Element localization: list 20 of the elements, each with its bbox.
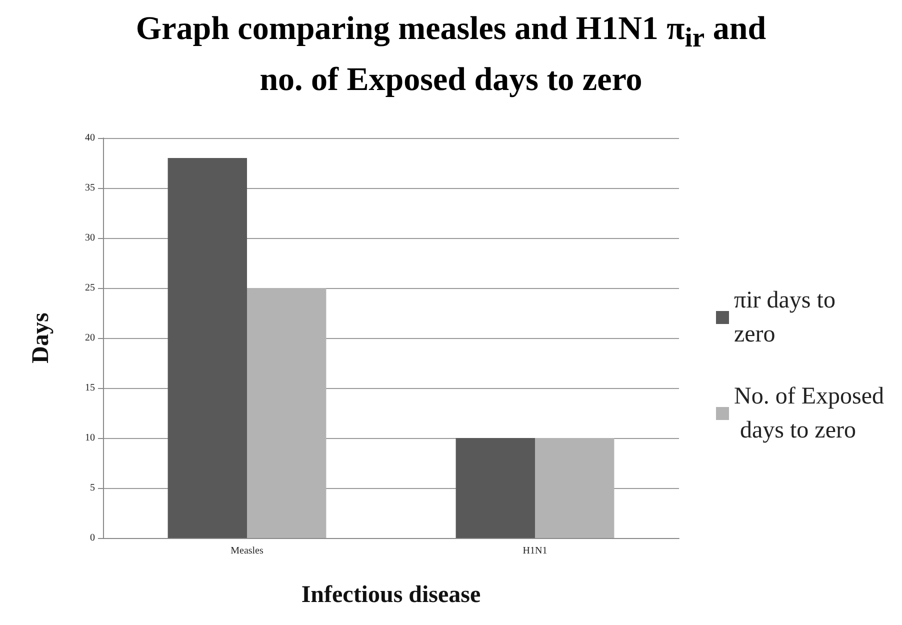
bar [535,438,614,538]
bar [247,288,326,538]
y-tick-label: 20 [85,332,95,344]
y-tick-label: 35 [85,182,95,194]
y-tick-label: 0 [90,532,95,544]
y-tick-label: 15 [85,382,95,394]
y-axis-title: Days [28,312,54,364]
y-tick-label: 25 [85,282,95,294]
chart-title: Graph comparing measles and H1N1 π$_{ir}$ and no. of Exposed days to zero [136,11,766,98]
x-tick-label: Measles [230,546,264,556]
legend-label: No. of Exposed days to zero [734,384,884,444]
x-axis-title: Infectious disease [301,582,482,608]
y-tick-label: 10 [85,432,95,444]
legend-label: πir days to zero [734,288,842,348]
bar [456,438,535,538]
x-tick-label: H1N1 [522,546,548,556]
y-tick-label: 40 [85,132,95,144]
y-tick-label: 30 [85,232,95,244]
bar [168,158,247,538]
y-tick-label: 5 [90,482,95,494]
